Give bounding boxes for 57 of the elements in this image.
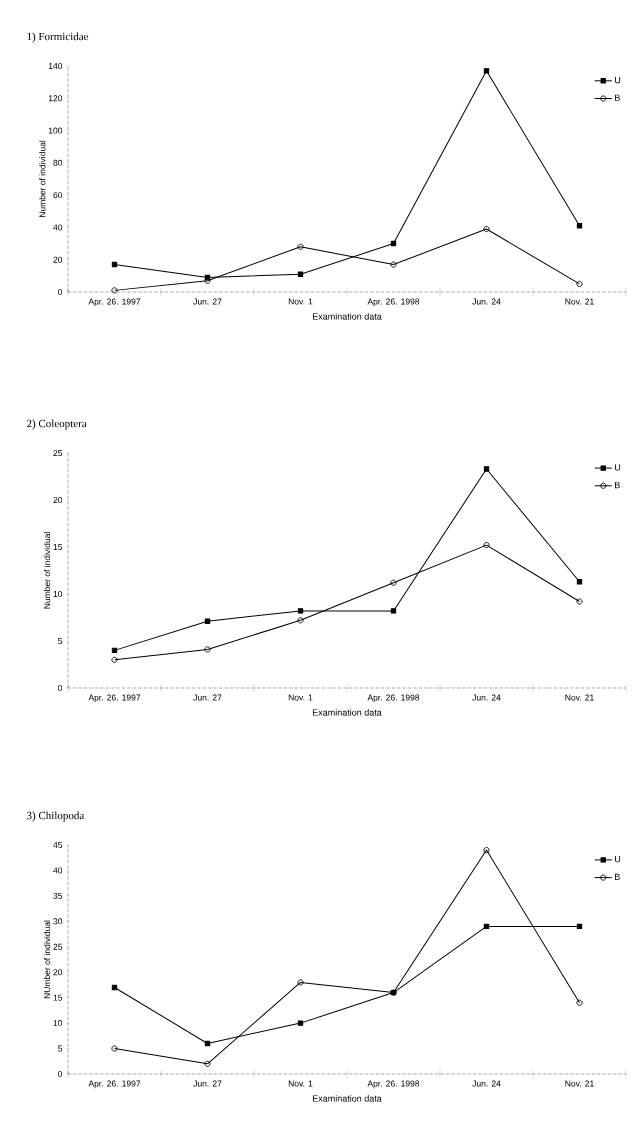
x-tick-label: Nov. 21 (565, 1080, 594, 1087)
y-tick-label: 35 (53, 892, 63, 899)
y-axis-title: NUmber of individual (43, 920, 51, 999)
x-tick-label: Nov. 1 (288, 694, 313, 701)
y-tick-label: 40 (53, 224, 63, 231)
y-tick-label: 80 (53, 159, 63, 166)
chart-title: 2) Coleoptera (27, 419, 87, 430)
y-tick-label: 0 (58, 1070, 63, 1077)
y-tick-label: 100 (48, 127, 63, 134)
x-tick-label: Jun. 24 (472, 298, 501, 305)
y-tick-label: 15 (53, 544, 63, 550)
x-tick-label: Apr. 26. 1997 (88, 298, 141, 307)
y-tick-label: 15 (53, 994, 63, 1001)
x-tick-label: Jun. 27 (193, 694, 222, 701)
x-tick-label: Nov. 1 (288, 298, 313, 305)
x-tick-label: Jun. 27 (193, 298, 222, 305)
y-tick-label: 25 (53, 943, 63, 950)
x-tick-label: Jun. 27 (193, 1080, 222, 1087)
x-axis-title: Examination data (312, 313, 382, 320)
y-tick-label: 20 (53, 969, 63, 976)
x-axis-title: Examination data (312, 709, 382, 716)
x-tick-label: Nov. 1 (288, 1080, 313, 1087)
y-tick-label: 10 (53, 1020, 63, 1027)
chart-title: 1) Formicidae (27, 32, 89, 43)
y-axis-title: Number of individual (43, 532, 51, 609)
x-tick-label: Nov. 21 (565, 694, 594, 701)
legend-label: B (615, 94, 620, 101)
legend-label: B (615, 481, 620, 489)
y-tick-label: 140 (48, 62, 63, 69)
y-tick-label: 20 (53, 496, 63, 503)
y-tick-label: 25 (53, 449, 63, 456)
x-tick-label: Jun. 24 (472, 1080, 501, 1087)
x-tick-label: Jun. 24 (472, 694, 501, 701)
x-tick-label: Nov. 21 (565, 298, 594, 305)
x-tick-label: Apr. 26. 1997 (88, 1080, 141, 1089)
y-tick-label: 60 (53, 192, 63, 199)
y-tick-label: 40 (53, 867, 63, 874)
x-axis-title: Examination data (312, 1095, 382, 1102)
y-tick-label: 0 (58, 684, 63, 691)
y-tick-label: 45 (53, 842, 63, 848)
x-tick-label: Apr. 26. 1998 (367, 298, 420, 307)
legend-label: U (614, 76, 621, 84)
y-tick-label: 30 (53, 918, 63, 925)
x-tick-label: Apr. 26. 1998 (367, 1080, 420, 1089)
x-tick-label: Apr. 26. 1998 (367, 694, 420, 703)
legend-label: U (614, 856, 621, 863)
y-tick-label: 5 (58, 638, 63, 644)
y-tick-label: 120 (48, 95, 63, 102)
x-tick-label: Apr. 26. 1997 (88, 694, 141, 703)
y-axis-title: Number of individual (39, 140, 46, 218)
y-tick-label: 5 (58, 1045, 63, 1052)
legend-label: U (614, 464, 621, 471)
y-tick-label: 10 (53, 590, 63, 597)
chart-title: 3) Chilopoda (27, 811, 85, 822)
y-tick-label: 20 (53, 256, 63, 263)
y-tick-label: 0 (58, 288, 63, 295)
legend-label: B (615, 873, 620, 880)
